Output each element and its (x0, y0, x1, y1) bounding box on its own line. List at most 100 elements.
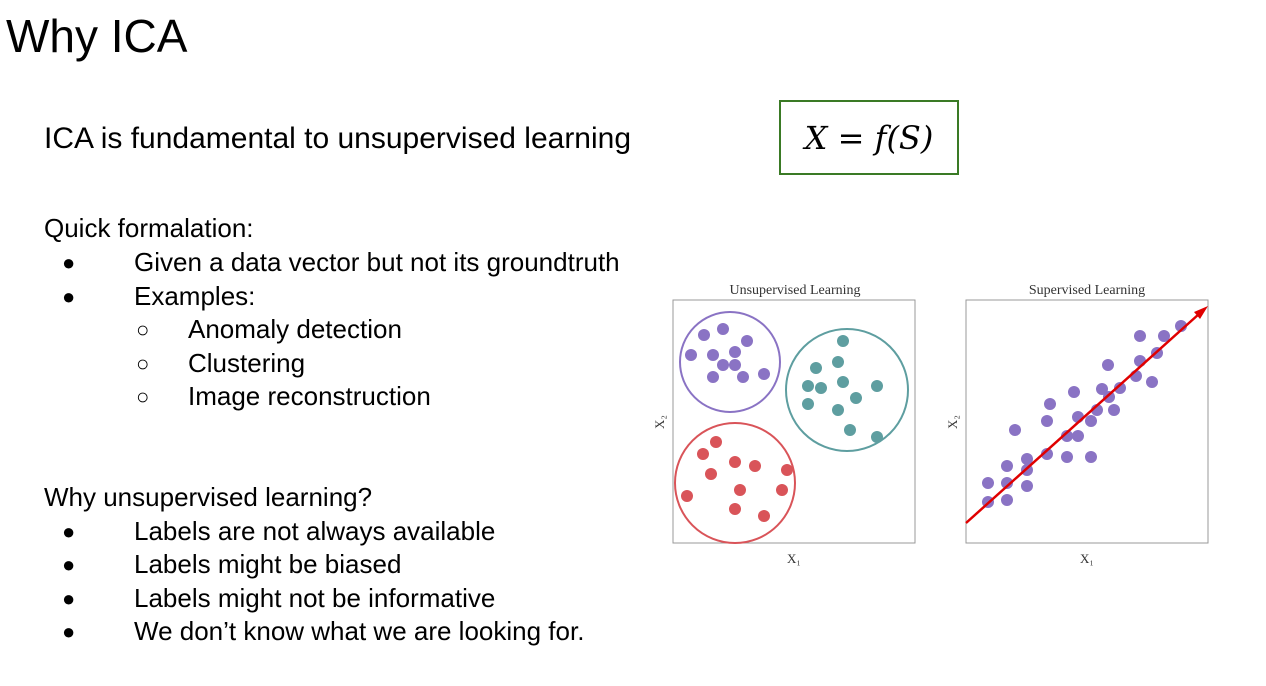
data-point (698, 329, 710, 341)
data-point (1072, 430, 1084, 442)
bullet-text: Given a data vector but not its groundtr… (134, 247, 620, 277)
sub-list-item: ○ Clustering (136, 347, 305, 380)
slide-title: Why ICA (6, 10, 188, 62)
data-point (1001, 460, 1013, 472)
data-point (1146, 376, 1158, 388)
sub-bullet-marker: ○ (136, 317, 150, 342)
bullet-marker: ● (62, 284, 76, 309)
list-item: ● We don’t know what we are looking for. (62, 615, 584, 648)
data-point (758, 510, 770, 522)
data-point (1061, 451, 1073, 463)
list-item: ● Labels might not be informative (62, 582, 495, 615)
bullet-marker: ● (62, 586, 76, 611)
data-point (810, 362, 822, 374)
teal-points (802, 335, 883, 443)
formalation-heading: Quick formalation: (44, 213, 254, 243)
data-point (802, 398, 814, 410)
data-point (1134, 330, 1146, 342)
data-point (729, 346, 741, 358)
data-point (1041, 415, 1053, 427)
data-point (729, 359, 741, 371)
list-item: ● Examples: (62, 280, 255, 313)
sub-bullet-text: Image reconstruction (188, 381, 431, 411)
sub-list-item: ○ Anomaly detection (136, 313, 402, 346)
data-point (717, 359, 729, 371)
sub-bullet-marker: ○ (136, 351, 150, 376)
data-point (758, 368, 770, 380)
data-point (1085, 415, 1097, 427)
data-point (1009, 424, 1021, 436)
data-point (741, 335, 753, 347)
sub-bullet-text: Clustering (188, 348, 306, 378)
why-heading: Why unsupervised learning? (44, 482, 373, 512)
supervised-plot-title: Supervised Learning (1029, 283, 1145, 298)
data-point (734, 484, 746, 496)
supervised-points (982, 320, 1187, 508)
bullet-text: We don’t know what we are looking for. (134, 616, 585, 646)
cluster-circle-red (674, 422, 796, 544)
data-point (871, 431, 883, 443)
data-point (776, 484, 788, 496)
bullet-marker: ● (62, 519, 76, 544)
formula-box: X = f(S) (779, 100, 959, 175)
list-item: ● Given a data vector but not its ground… (62, 246, 620, 279)
regression-arrow (965, 306, 1208, 524)
x-axis-label: X₁ (787, 551, 801, 566)
data-point (705, 468, 717, 480)
data-point (837, 335, 849, 347)
data-point (729, 456, 741, 468)
data-point (681, 490, 693, 502)
data-point (1096, 383, 1108, 395)
data-point (1068, 386, 1080, 398)
bullet-text: Examples: (134, 281, 256, 311)
data-point (1061, 430, 1073, 442)
data-point (707, 371, 719, 383)
plot-frame (965, 299, 1209, 544)
data-point (802, 380, 814, 392)
bullet-text: Labels might not be informative (134, 583, 496, 613)
data-point (749, 460, 761, 472)
data-point (815, 382, 827, 394)
data-point (871, 380, 883, 392)
data-point (1021, 453, 1033, 465)
data-point (832, 356, 844, 368)
unsupervised-plot: Unsupervised Learning X₁ X₂ (652, 283, 916, 566)
data-point (717, 323, 729, 335)
data-point (685, 349, 697, 361)
bullet-marker: ● (62, 552, 76, 577)
data-point (850, 392, 862, 404)
data-point (1085, 451, 1097, 463)
cluster-circle-purple (679, 311, 781, 413)
data-point (1114, 382, 1126, 394)
data-point (832, 404, 844, 416)
data-point (781, 464, 793, 476)
data-point (729, 503, 741, 515)
x-axis-label: X₁ (1080, 551, 1094, 566)
data-point (844, 424, 856, 436)
y-axis-label: X₂ (652, 415, 667, 429)
data-point (1001, 494, 1013, 506)
data-point (1001, 477, 1013, 489)
plot-frame (672, 299, 916, 544)
purple-points (685, 323, 770, 383)
data-point (697, 448, 709, 460)
bullet-marker: ● (62, 619, 76, 644)
data-point (982, 477, 994, 489)
list-item: ● Labels are not always available (62, 515, 495, 548)
data-point (737, 371, 749, 383)
sub-bullet-marker: ○ (136, 384, 150, 409)
bullet-text: Labels might be biased (134, 549, 402, 579)
bullet-text: Labels are not always available (134, 516, 496, 546)
data-point (1044, 398, 1056, 410)
data-point (1158, 330, 1170, 342)
data-point (1108, 404, 1120, 416)
data-point (1021, 480, 1033, 492)
data-point (1102, 359, 1114, 371)
bullet-marker: ● (62, 250, 76, 275)
sub-list-item: ○ Image reconstruction (136, 380, 431, 413)
headline: ICA is fundamental to unsupervised learn… (44, 122, 632, 155)
data-point (1103, 391, 1115, 403)
red-points (681, 436, 793, 522)
data-point (707, 349, 719, 361)
y-axis-label: X₂ (945, 415, 960, 429)
